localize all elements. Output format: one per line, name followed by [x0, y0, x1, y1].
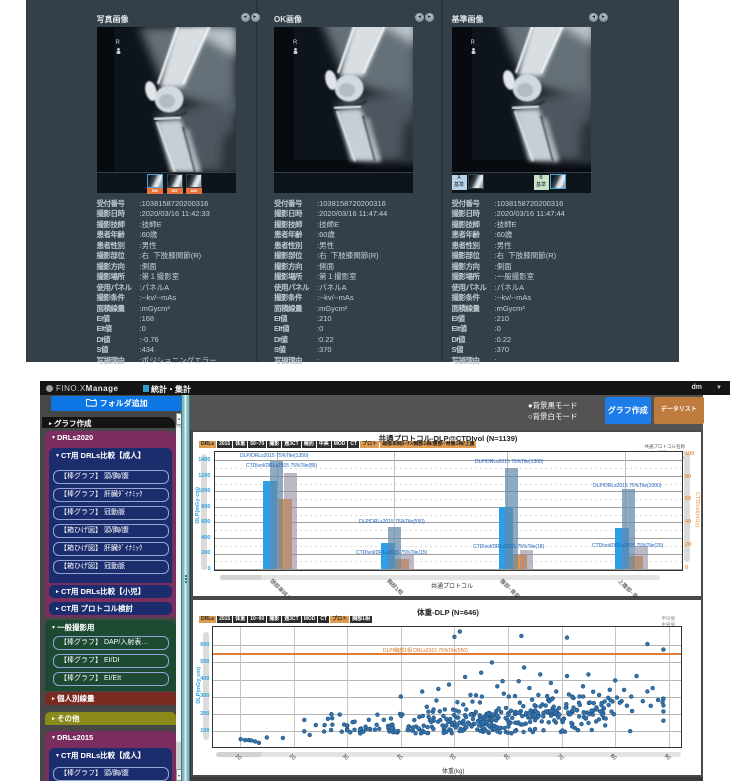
svg-text:+: +: [94, 398, 97, 402]
